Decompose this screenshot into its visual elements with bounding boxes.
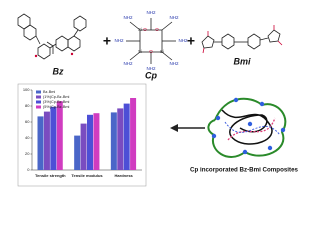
bar [110,112,117,170]
atom-label: Si [138,27,142,32]
atom-label: NH2 [123,61,132,66]
bar [43,111,50,170]
atom-label: NH2 [123,15,132,20]
legend-swatch [36,105,41,109]
y-tick-label: 20 [25,151,30,156]
y-tick-label: 40 [25,135,30,140]
bar [80,123,87,170]
y-tick-label: 60 [25,119,30,124]
legend-swatch [36,100,41,104]
x-tick-label: Tensile strength [35,173,66,178]
legend-label: Bz-Bmi [43,90,55,94]
y-tick-label: 100 [23,87,30,92]
bz-structure [17,13,87,60]
composite-network [207,97,287,158]
bmi-label: Bmi [233,56,251,66]
bar [117,108,124,170]
bar [37,116,44,170]
plus-sign: + [103,33,111,49]
atom-label: Si [138,49,142,54]
legend-label: (3%)Cp-Bz-Bmi [43,100,70,104]
bar [56,101,63,170]
bar [87,114,94,170]
bar [50,106,57,170]
bmi-structure [201,25,283,54]
arrow [170,124,205,132]
atom-label: NH2 [114,38,123,43]
atom-label: NH2 [178,38,187,43]
cp-structure [126,18,176,64]
x-tick-label: Tensile modulus [71,173,103,178]
x-tick-label: Hardness [115,173,134,178]
bz-label: Bz [53,66,64,76]
atom-label: NH2 [169,15,178,20]
y-tick-label: 80 [25,103,30,108]
atom-label: NH2 [169,61,178,66]
bar [130,98,137,170]
atom-label: NH2 [146,10,155,15]
y-tick-label: 0 [27,167,30,172]
atom-label: O [155,27,159,32]
cp-label: Cp [145,70,157,80]
atom-label: NH2 [146,66,155,71]
legend-swatch [36,95,41,99]
legend-label: (5%)Cp-Bz-Bmi [43,105,70,109]
atom-label: O [149,49,153,54]
bar [93,113,100,170]
atom-label: O [143,27,147,32]
legend-label: (1%)Cp-Bz-Bmi [43,95,70,99]
plus-sign: + [187,33,195,49]
composite-label: Cp incorporated Bz-Bmi Composites [190,167,299,174]
atom-label: Si [160,49,164,54]
legend-swatch [36,90,41,94]
bar [123,103,130,170]
graphical-abstract: Cp incorporated Bz-Bmi Composites Bz Cp … [17,10,299,187]
bar [74,135,81,170]
